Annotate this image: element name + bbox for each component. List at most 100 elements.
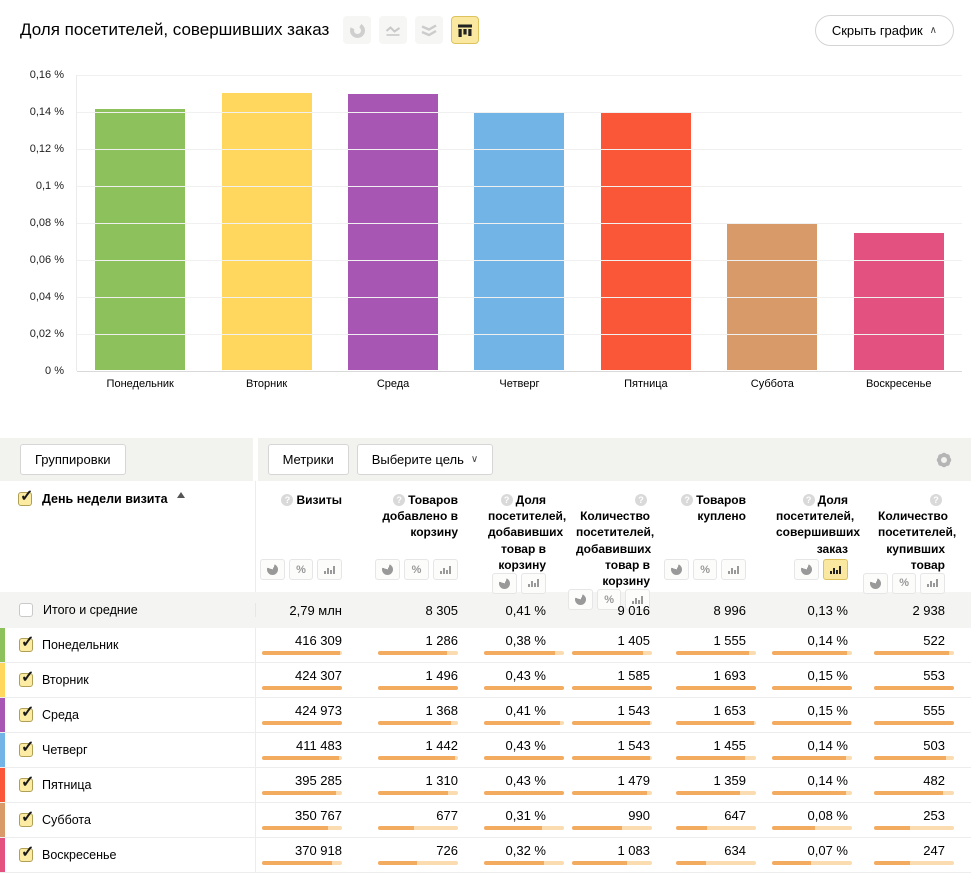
percent-view-toggle[interactable]: % — [693, 559, 717, 580]
select-goal-dropdown[interactable]: Выберите цель ∨ — [356, 444, 494, 475]
percent-view-toggle[interactable]: % — [404, 559, 429, 580]
row-checkbox[interactable] — [19, 702, 34, 722]
help-icon[interactable]: ? — [681, 494, 694, 506]
column-header-label[interactable]: ?Количество посетителей, добавивших това… — [576, 494, 655, 588]
column-chart-icon[interactable] — [451, 16, 480, 44]
column-header-label[interactable]: ? Товаров добавлено в корзину — [382, 493, 458, 540]
column-header-label[interactable]: ? Визиты — [260, 492, 342, 508]
cell-value: 634 — [724, 843, 746, 858]
data-cell: 0,08 % — [772, 803, 874, 837]
stacked-area-chart-icon[interactable] — [415, 16, 444, 44]
row-dimension-label[interactable]: День недели визита — [42, 492, 168, 506]
help-icon[interactable]: ? — [802, 494, 815, 506]
line-chart-icon[interactable] — [379, 16, 408, 44]
column-header-label[interactable]: ? Доля посетителей, совершивших заказ — [776, 493, 861, 556]
data-cell: 1 693 — [676, 663, 772, 697]
cell-value: 350 767 — [295, 808, 342, 823]
cell-ratio-bar — [484, 826, 564, 830]
cell-value: 395 285 — [295, 773, 342, 788]
row-label: Пятница — [42, 778, 92, 792]
metrics-button[interactable]: Метрики — [267, 444, 349, 475]
row-color-strip — [0, 838, 5, 872]
data-cell: 424 307 — [256, 663, 368, 697]
data-cell: 1 543 — [572, 733, 676, 767]
bar-slot — [77, 75, 203, 370]
data-cell: 0,31 % — [484, 803, 572, 837]
pie-view-toggle[interactable] — [375, 559, 400, 580]
data-cell: 1 455 — [676, 733, 772, 767]
pie-view-toggle[interactable] — [863, 572, 889, 594]
metric-view-toggles — [488, 572, 546, 594]
select-all-checkbox[interactable] — [18, 486, 33, 506]
cell-ratio-bar — [484, 651, 564, 655]
cell-ratio-bar — [572, 791, 652, 795]
row-label-cell: Воскресенье — [0, 838, 256, 872]
pie-glyph — [671, 564, 683, 575]
row-checkbox[interactable] — [19, 842, 34, 862]
row-checkbox[interactable] — [19, 667, 34, 687]
column-header-label[interactable]: ?Количество посетителей, купивших товар — [878, 494, 957, 572]
cell-value: 0,14 % — [807, 773, 848, 788]
pie-view-toggle[interactable] — [568, 589, 594, 611]
percent-view-toggle[interactable]: % — [597, 589, 621, 611]
table-row: Понедельник 416 309 1 286 0,38 % 1 405 1 555 0… — [0, 628, 971, 663]
column-header-label[interactable]: ? Доля посетителей, добавивших товар в ко… — [488, 493, 567, 572]
row-checkbox[interactable] — [19, 632, 34, 652]
row-checkbox[interactable] — [19, 772, 34, 792]
x-axis-label: Вторник — [246, 378, 288, 390]
cell-value: 647 — [724, 808, 746, 823]
bars-view-toggle[interactable] — [823, 559, 848, 580]
bar-Пятница — [600, 112, 691, 370]
bars-view-toggle[interactable] — [625, 589, 650, 611]
totals-value: 2 938 — [912, 602, 945, 618]
pie-chart-icon[interactable] — [343, 16, 372, 44]
percent-view-toggle[interactable]: % — [892, 572, 916, 594]
row-checkbox[interactable] — [19, 737, 34, 757]
cell-value: 1 555 — [713, 633, 746, 648]
bars-view-toggle[interactable] — [721, 559, 746, 580]
pie-glyph — [499, 577, 510, 589]
gear-icon[interactable] — [935, 451, 953, 469]
pie-view-toggle[interactable] — [794, 559, 819, 580]
help-icon[interactable]: ? — [635, 494, 647, 506]
data-cell: 1 286 — [368, 628, 484, 662]
y-axis: 0,16 % 0,14 % 0,12 % 0,1 % 0,08 % 0,06 % 0,04 … — [0, 69, 76, 377]
bars-view-toggle[interactable] — [521, 572, 546, 594]
cell-ratio-bar — [572, 861, 652, 865]
help-icon[interactable]: ? — [930, 494, 942, 506]
help-icon[interactable]: ? — [281, 494, 294, 506]
cell-ratio-bar — [772, 686, 852, 690]
hide-chart-button[interactable]: Скрыть график ∧ — [814, 14, 954, 46]
cell-value: 1 359 — [713, 773, 746, 788]
data-cell: 555 — [874, 698, 971, 732]
cell-value: 990 — [628, 808, 650, 823]
row-label-cell: Четверг — [0, 733, 256, 767]
table-row: Пятница 395 285 1 310 0,43 % 1 479 1 359 0,14 … — [0, 768, 971, 803]
row-color-strip — [0, 803, 5, 837]
pie-view-toggle[interactable] — [492, 572, 517, 594]
bars-view-toggle[interactable] — [317, 559, 342, 580]
cell-ratio-bar — [262, 861, 342, 865]
cell-value: 416 309 — [295, 633, 342, 648]
percent-view-toggle[interactable]: % — [289, 559, 313, 580]
bars-view-toggle[interactable] — [920, 572, 945, 594]
totals-value: 9 016 — [617, 602, 650, 618]
column-header-label[interactable]: ? Товаров куплено — [680, 492, 746, 524]
groupings-button[interactable]: Группировки — [20, 444, 126, 475]
columns-glyph — [458, 24, 473, 37]
groupings-label: Группировки — [35, 452, 111, 467]
table-row: Суббота 350 767 677 0,31 % 990 647 0,08 % 253 — [0, 803, 971, 838]
cell-ratio-bar — [772, 721, 852, 725]
row-label: Среда — [42, 708, 79, 722]
totals-checkbox[interactable] — [19, 603, 33, 617]
help-icon[interactable]: ? — [393, 494, 406, 506]
pie-view-toggle[interactable] — [664, 559, 690, 580]
sort-asc-icon[interactable] — [176, 492, 185, 498]
cell-value: 553 — [923, 668, 945, 683]
row-checkbox[interactable] — [19, 807, 34, 827]
bars-view-toggle[interactable] — [433, 559, 458, 580]
data-cell: 647 — [676, 803, 772, 837]
help-icon[interactable]: ? — [500, 494, 513, 506]
x-axis-label: Воскресенье — [865, 378, 932, 390]
pie-view-toggle[interactable] — [260, 559, 285, 580]
